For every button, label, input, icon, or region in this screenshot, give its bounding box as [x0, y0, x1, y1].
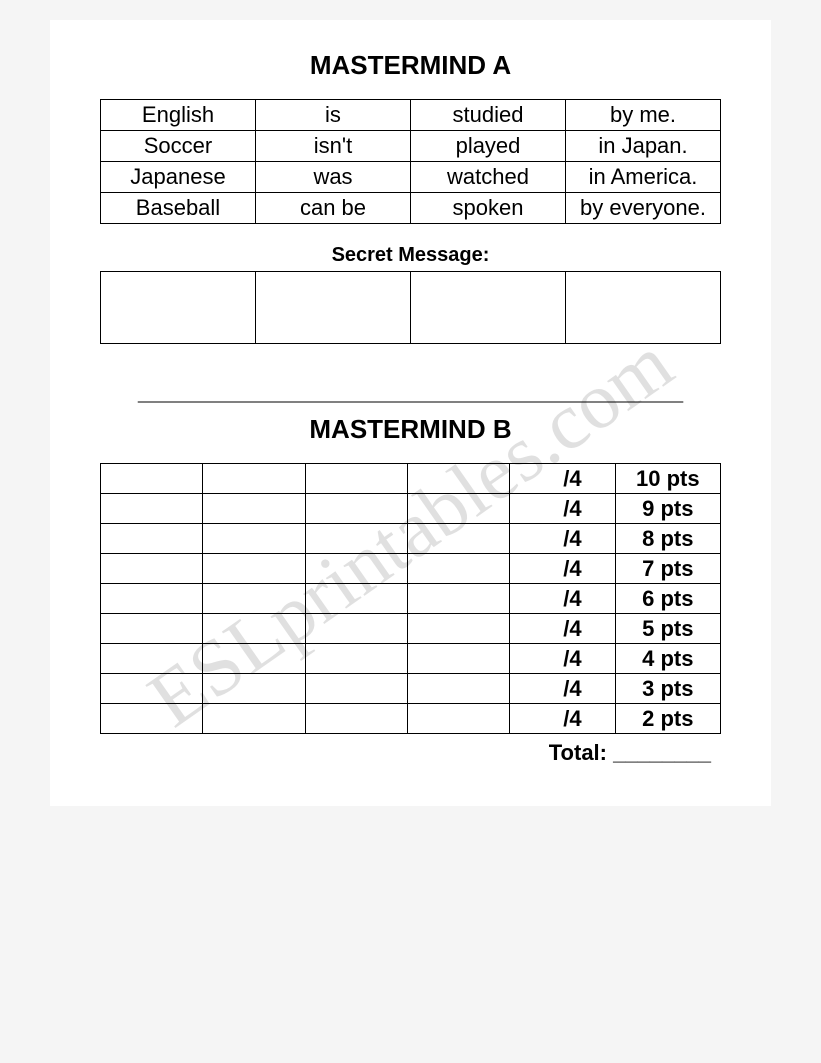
points-cell: 8 pts: [615, 524, 720, 554]
table-row: English is studied by me.: [101, 100, 721, 131]
word-cell: studied: [411, 100, 566, 131]
guess-cell: [305, 674, 407, 704]
guess-cell: [305, 584, 407, 614]
guess-cell: [203, 584, 305, 614]
word-cell: in America.: [566, 162, 721, 193]
word-cell: can be: [256, 193, 411, 224]
fraction-cell: /4: [510, 674, 615, 704]
guess-cell: [101, 554, 203, 584]
word-cell: watched: [411, 162, 566, 193]
guess-cell: [305, 494, 407, 524]
table-row: /4 2 pts: [101, 704, 721, 734]
points-cell: 2 pts: [615, 704, 720, 734]
guess-cell: [305, 704, 407, 734]
guess-cell: [101, 464, 203, 494]
fraction-cell: /4: [510, 494, 615, 524]
score-table: /4 10 pts /4 9 pts /4 8 pts /4 7 pts: [100, 463, 721, 734]
guess-cell: [407, 704, 509, 734]
points-cell: 4 pts: [615, 644, 720, 674]
secret-cell: [411, 272, 566, 344]
guess-cell: [203, 614, 305, 644]
section-b-title: MASTERMIND B: [100, 414, 721, 445]
word-cell: by everyone.: [566, 193, 721, 224]
guess-cell: [203, 674, 305, 704]
guess-cell: [101, 644, 203, 674]
guess-cell: [407, 674, 509, 704]
guess-cell: [101, 674, 203, 704]
guess-cell: [407, 584, 509, 614]
guess-cell: [203, 524, 305, 554]
fraction-cell: /4: [510, 644, 615, 674]
table-row: /4 5 pts: [101, 614, 721, 644]
guess-cell: [305, 614, 407, 644]
word-cell: isn't: [256, 131, 411, 162]
points-cell: 10 pts: [615, 464, 720, 494]
guess-cell: [305, 524, 407, 554]
guess-cell: [407, 464, 509, 494]
table-row: /4 9 pts: [101, 494, 721, 524]
total-label: Total: ________: [100, 740, 721, 766]
word-cell: Japanese: [101, 162, 256, 193]
word-cell: played: [411, 131, 566, 162]
word-cell: is: [256, 100, 411, 131]
fraction-cell: /4: [510, 464, 615, 494]
secret-cell: [101, 272, 256, 344]
guess-cell: [203, 554, 305, 584]
table-row: /4 10 pts: [101, 464, 721, 494]
secret-cell: [256, 272, 411, 344]
word-cell: Baseball: [101, 193, 256, 224]
guess-cell: [305, 464, 407, 494]
secret-message-table: [100, 271, 721, 344]
guess-cell: [407, 524, 509, 554]
table-row: Japanese was watched in America.: [101, 162, 721, 193]
secret-message-label: Secret Message:: [100, 244, 721, 267]
points-cell: 6 pts: [615, 584, 720, 614]
guess-cell: [101, 584, 203, 614]
table-row: Soccer isn't played in Japan.: [101, 131, 721, 162]
points-cell: 3 pts: [615, 674, 720, 704]
guess-cell: [203, 644, 305, 674]
word-cell: was: [256, 162, 411, 193]
guess-cell: [407, 644, 509, 674]
guess-cell: [407, 614, 509, 644]
word-cell: spoken: [411, 193, 566, 224]
guess-cell: [407, 554, 509, 584]
table-row: [101, 272, 721, 344]
table-row: /4 3 pts: [101, 674, 721, 704]
guess-cell: [203, 494, 305, 524]
table-row: /4 8 pts: [101, 524, 721, 554]
guess-cell: [203, 704, 305, 734]
guess-cell: [101, 704, 203, 734]
table-row: Baseball can be spoken by everyone.: [101, 193, 721, 224]
word-cell: in Japan.: [566, 131, 721, 162]
secret-cell: [566, 272, 721, 344]
word-bank-table: English is studied by me. Soccer isn't p…: [100, 99, 721, 224]
section-a-title: MASTERMIND A: [100, 50, 721, 81]
fraction-cell: /4: [510, 524, 615, 554]
section-divider: ___________________________________: [100, 374, 721, 404]
word-cell: Soccer: [101, 131, 256, 162]
word-cell: English: [101, 100, 256, 131]
fraction-cell: /4: [510, 584, 615, 614]
table-row: /4 6 pts: [101, 584, 721, 614]
word-cell: by me.: [566, 100, 721, 131]
guess-cell: [101, 524, 203, 554]
guess-cell: [101, 494, 203, 524]
fraction-cell: /4: [510, 554, 615, 584]
table-row: /4 7 pts: [101, 554, 721, 584]
points-cell: 7 pts: [615, 554, 720, 584]
guess-cell: [203, 464, 305, 494]
guess-cell: [305, 554, 407, 584]
points-cell: 9 pts: [615, 494, 720, 524]
guess-cell: [305, 644, 407, 674]
worksheet-page: MASTERMIND A English is studied by me. S…: [50, 20, 771, 806]
guess-cell: [407, 494, 509, 524]
fraction-cell: /4: [510, 614, 615, 644]
guess-cell: [101, 614, 203, 644]
points-cell: 5 pts: [615, 614, 720, 644]
fraction-cell: /4: [510, 704, 615, 734]
table-row: /4 4 pts: [101, 644, 721, 674]
